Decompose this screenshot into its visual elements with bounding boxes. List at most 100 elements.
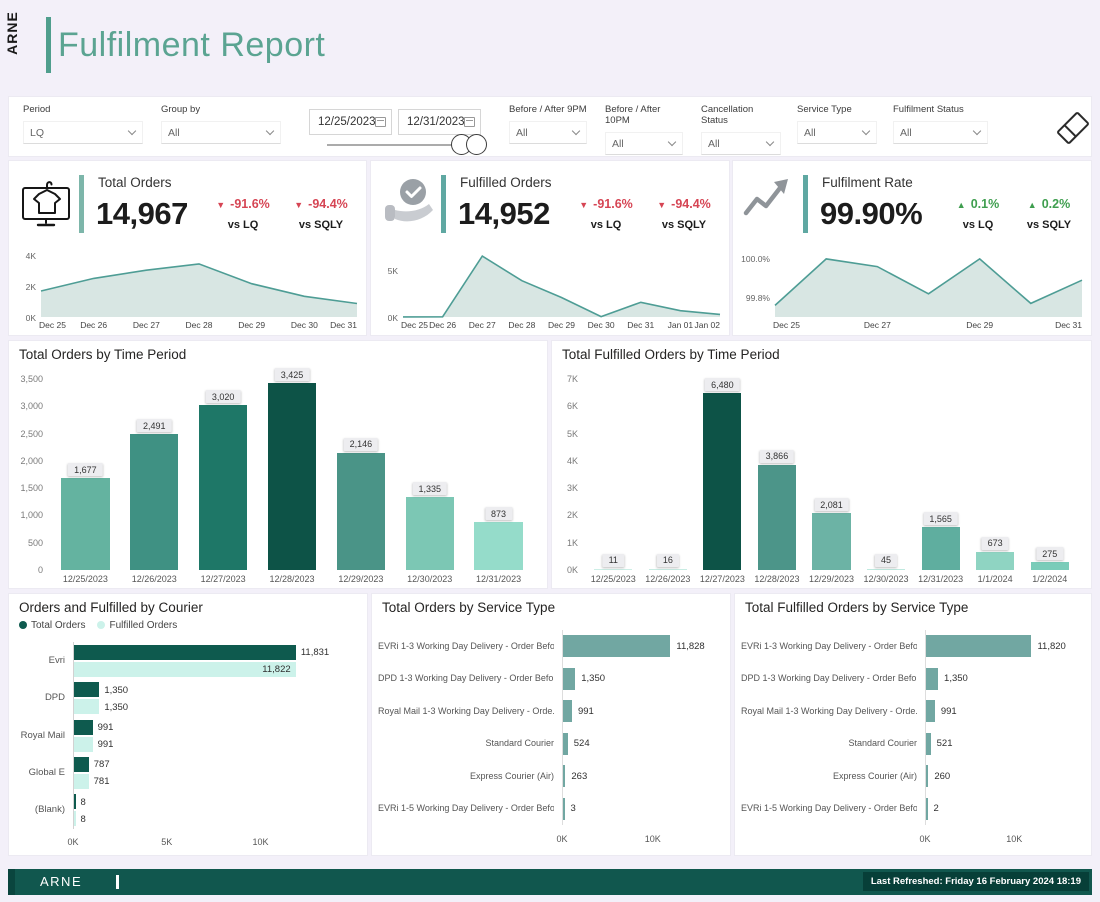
bar-EVRi 1-3 Working Day Delivery - Order Befo...[interactable] [926, 635, 1032, 658]
y-axis-tick: 0 [37, 565, 43, 575]
x-axis-tick: Dec 27 [132, 320, 160, 330]
bar-Royal Mail 1-3 Working Day Delivery - Orde...[interactable] [926, 700, 935, 723]
bar-EVRi 1-5 Working Day Delivery - Order Befo...[interactable] [926, 797, 928, 820]
legend-item-fulfilled-orders[interactable]: Fulfilled Orders [97, 620, 177, 631]
bar-12/27/2023[interactable] [703, 393, 742, 570]
fulfilled-by-period-chart: 0K 1K 2K 3K 4K 5K 6K 7K 11 12/25/2023 16 12/26/2023… [554, 365, 1087, 586]
axis-line [73, 642, 74, 829]
bar-DPD 1-3 Working Day Delivery - Order Befo...[interactable] [926, 667, 939, 690]
x-axis-tick: 5K [161, 837, 173, 847]
eraser-icon [1057, 112, 1089, 144]
x-axis-tick: Dec 26 [429, 320, 457, 330]
bar-DPD[interactable] [74, 699, 100, 715]
value-label: 2,491 [137, 419, 172, 433]
y-axis-tick: 3,000 [20, 401, 43, 412]
bar-Global E[interactable] [74, 756, 89, 772]
filter-before-after-10pm: Before / After 10PM All [605, 104, 683, 155]
bar-Royal Mail[interactable] [74, 736, 93, 752]
legend-item-total-orders[interactable]: Total Orders [19, 620, 85, 631]
bar-Evri[interactable] [74, 661, 296, 677]
bar-12/30/2023[interactable] [866, 568, 906, 570]
bar-DPD 1-3 Working Day Delivery - Order Befo...[interactable] [563, 667, 576, 690]
cancellation-status-select[interactable]: All [701, 132, 781, 155]
chevron-down-icon [265, 126, 275, 136]
bar-Global E[interactable] [74, 773, 89, 789]
value-label: 3,020 [205, 390, 241, 404]
bar-DPD[interactable] [74, 682, 100, 698]
category-label: DPD 1-3 Working Day Delivery - Order Bef… [378, 673, 554, 684]
delta-arrow-icon: ▼ [657, 200, 667, 210]
y-axis-tick: 1K [566, 537, 578, 548]
bar-12/26/2023[interactable] [648, 568, 687, 570]
bar-(Blank)[interactable] [74, 794, 76, 810]
x-axis-tick: 1/1/2024 [977, 574, 1013, 584]
service-type-select[interactable]: All [797, 121, 877, 144]
x-axis-tick: Jan 02 [694, 320, 720, 330]
y-axis-tick: 5K [566, 428, 578, 439]
clear-filters-button[interactable] [1051, 105, 1095, 154]
fulfilled-orders-sparkline: 0K 5K Dec 25 Dec 26 Dec 27 Dec 28 Dec 29 Dec 30… [377, 252, 723, 332]
category-label: Evri [48, 654, 65, 666]
value-label: 2,146 [343, 437, 379, 451]
bar-EVRi 1-5 Working Day Delivery - Order Befo...[interactable] [563, 797, 565, 820]
value-label: 991 [577, 705, 594, 717]
bar-12/29/2023[interactable] [812, 513, 851, 570]
bar-12/27/2023[interactable] [199, 405, 248, 570]
brand-logo: ARNE [4, 11, 20, 55]
kpi-delta-vs-sqly: ▲ 0.2% vs SQLY [1026, 197, 1072, 231]
bar-(Blank)[interactable] [74, 811, 76, 827]
bar-Evri[interactable] [74, 644, 296, 660]
x-axis-tick: 12/28/2023 [754, 574, 800, 584]
bar-12/30/2023[interactable] [405, 497, 454, 570]
x-axis-tick: Dec 31 [330, 320, 357, 330]
bar-Royal Mail[interactable] [74, 719, 93, 735]
value-label: 6,480 [705, 378, 740, 392]
x-axis-tick: 12/29/2023 [338, 574, 384, 584]
x-axis-tick: Dec 31 [1055, 320, 1082, 330]
slider-handle-end[interactable] [466, 134, 487, 155]
footer-bar: ARNE Last Refreshed: Friday 16 February … [8, 869, 1092, 895]
x-axis-tick: Dec 27 [863, 320, 891, 330]
bar-Standard Courier[interactable] [926, 732, 931, 755]
filter-label: Group by [161, 104, 201, 115]
x-axis-tick: 10K [252, 837, 269, 847]
bar-12/28/2023[interactable] [267, 383, 317, 570]
orders-by-period-chart: 0 500 1,000 1,500 2,000 2,500 3,000 3,500 1,677 1… [11, 365, 543, 586]
bar-12/25/2023[interactable] [61, 478, 110, 570]
value-label: 781 [93, 776, 110, 788]
bar-12/25/2023[interactable] [594, 568, 633, 570]
x-axis-tick: 12/26/2023 [131, 574, 177, 584]
bar-12/31/2023[interactable] [474, 522, 523, 570]
value-label: 16 [656, 553, 679, 567]
bar-Express Courier (Air)[interactable] [563, 765, 566, 788]
start-date-input[interactable]: 12/25/2023 [309, 109, 392, 135]
y-axis-tick: 500 [27, 537, 43, 548]
footer-divider [116, 875, 119, 889]
bar-12/29/2023[interactable] [336, 452, 385, 570]
last-refreshed-badge: Last Refreshed: Friday 16 February 2024 … [862, 872, 1089, 891]
total-orders-sparkline: 0K 2K 4K Dec 25 Dec 26 Dec 27 Dec 28 Dec 29 Dec … [15, 251, 360, 332]
fulfilment-status-select[interactable]: All [893, 121, 988, 144]
end-date-input[interactable]: 12/31/2023 [398, 109, 481, 135]
bar-12/26/2023[interactable] [130, 434, 179, 570]
bar-EVRi 1-3 Working Day Delivery - Order Befo...[interactable] [563, 635, 671, 658]
y-axis-tick: 7K [566, 374, 578, 384]
bar-12/31/2023[interactable] [921, 527, 960, 570]
period-select[interactable]: LQ [23, 121, 143, 144]
before-after-9pm-select[interactable]: All [509, 121, 587, 144]
date-range-slider[interactable] [327, 134, 487, 155]
brand-accent-bar [46, 17, 51, 73]
bar-Standard Courier[interactable] [563, 732, 568, 755]
bar-1/1/2024[interactable] [976, 551, 1015, 570]
before-after-10pm-select[interactable]: All [605, 132, 683, 155]
group-by-select[interactable]: All [161, 121, 281, 144]
value-label: 275 [1036, 547, 1064, 561]
bar-Express Courier (Air)[interactable] [926, 765, 929, 788]
bar-12/28/2023[interactable] [757, 464, 797, 570]
x-axis-tick: Dec 31 [627, 320, 655, 330]
bar-Royal Mail 1-3 Working Day Delivery - Orde...[interactable] [563, 700, 572, 723]
bar-1/2/2024[interactable] [1030, 562, 1069, 570]
footer-brand: ARNE [40, 874, 83, 889]
chevron-down-icon [765, 137, 775, 147]
